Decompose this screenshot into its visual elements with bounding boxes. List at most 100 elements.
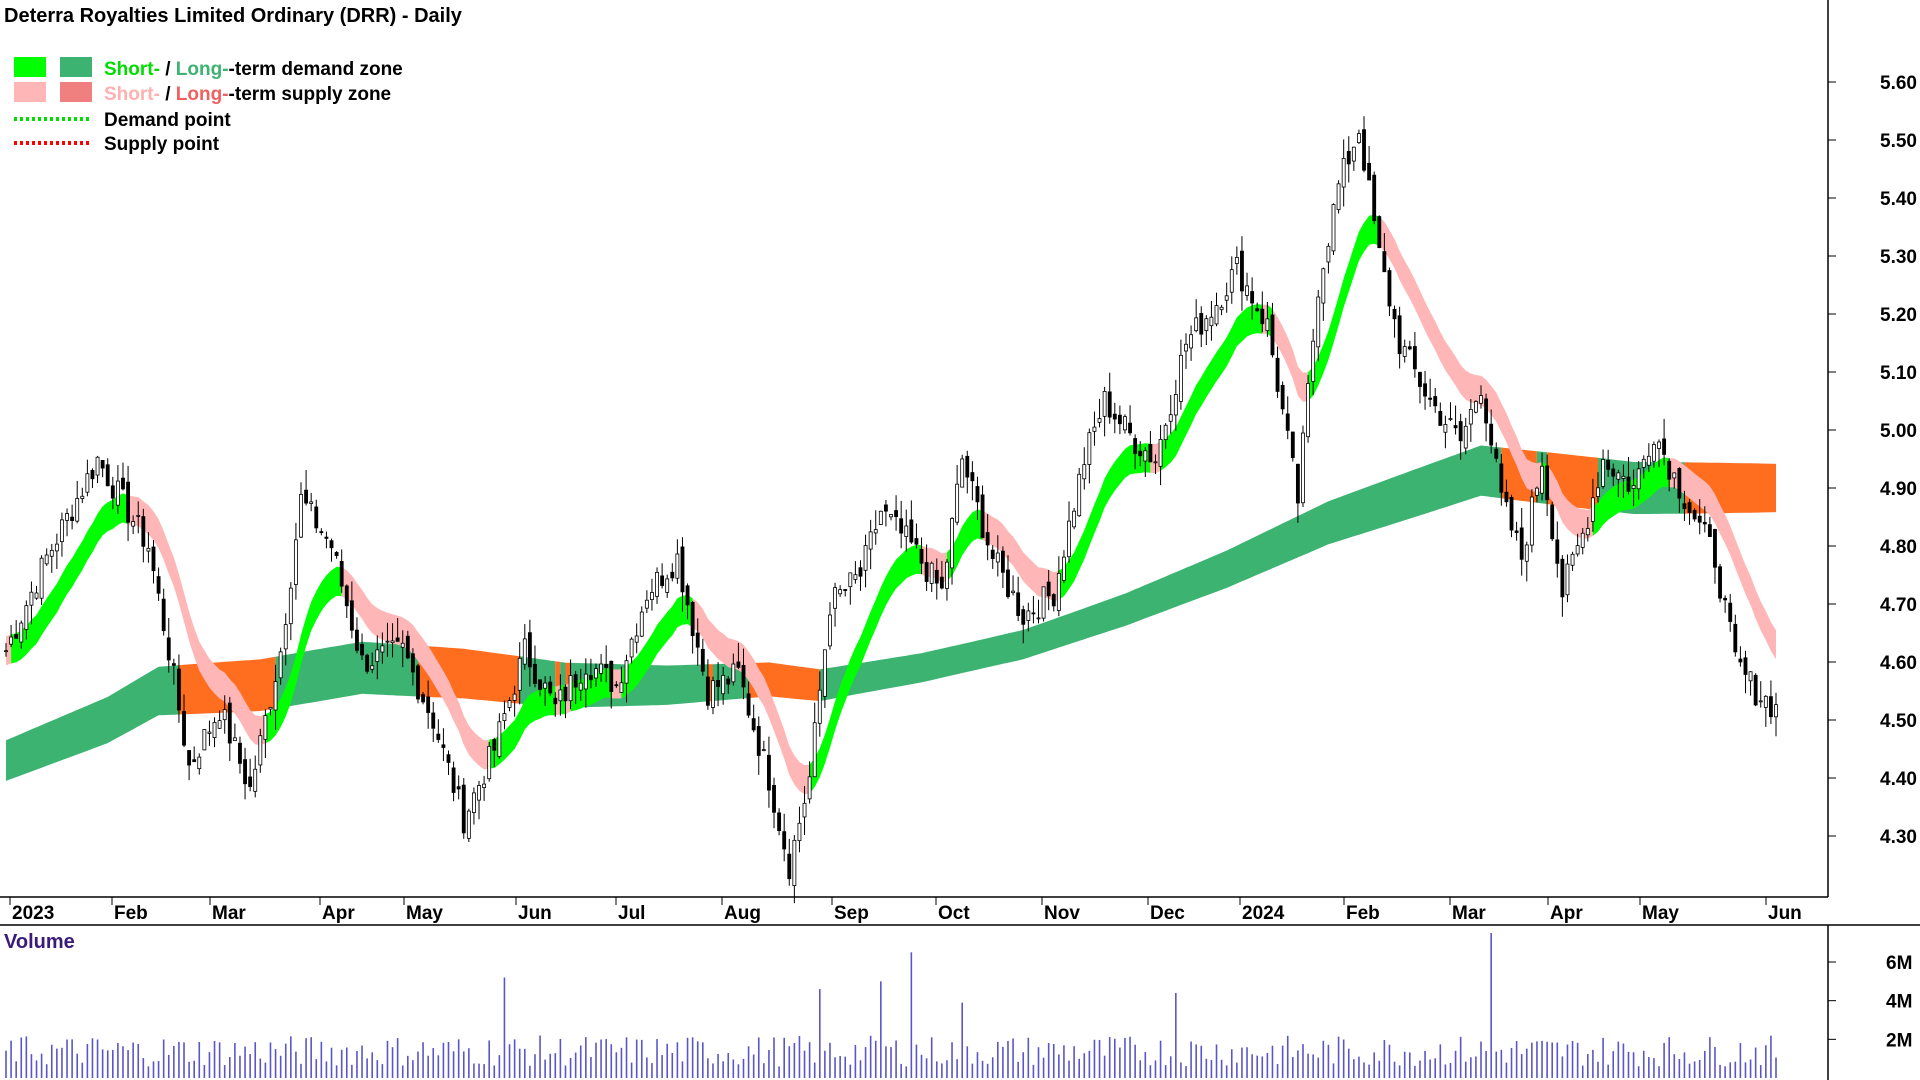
- candle: [1178, 339, 1183, 410]
- candle: [924, 544, 929, 591]
- candle: [54, 533, 59, 569]
- candle: [416, 663, 420, 704]
- candle: [1092, 411, 1097, 446]
- candle: [1204, 315, 1209, 346]
- svg-text:4.80: 4.80: [1880, 537, 1917, 558]
- candle: [527, 619, 532, 687]
- candle: [1168, 395, 1173, 434]
- candle: [227, 696, 232, 761]
- candle: [329, 538, 334, 562]
- candle: [1316, 289, 1321, 362]
- candle: [889, 514, 893, 521]
- svg-text:Apr: Apr: [1550, 903, 1583, 924]
- zone-bands: [6, 214, 1776, 795]
- candle: [1148, 430, 1153, 463]
- candle: [965, 450, 970, 494]
- volume-bars: [5, 933, 1777, 1078]
- candle: [665, 574, 670, 598]
- month-tick: Jul: [615, 897, 645, 924]
- candle: [1489, 409, 1494, 454]
- candle: [95, 455, 100, 484]
- candle: [19, 620, 24, 649]
- candle: [334, 551, 339, 559]
- candle: [375, 635, 380, 680]
- candle: [751, 704, 756, 733]
- candle: [395, 618, 400, 642]
- svg-text:Nov: Nov: [1044, 903, 1080, 924]
- candle: [746, 681, 751, 718]
- candle: [1031, 596, 1036, 624]
- candle: [141, 508, 146, 563]
- svg-text:5.00: 5.00: [1880, 421, 1917, 442]
- price-tick: 4.50: [1828, 711, 1917, 732]
- candle: [182, 694, 186, 748]
- candle: [558, 674, 563, 716]
- candle: [1535, 486, 1539, 503]
- legend-swatch-long-supply: [60, 82, 92, 102]
- svg-text:4M: 4M: [1886, 992, 1912, 1013]
- candle: [1372, 171, 1377, 225]
- candle: [1616, 469, 1621, 498]
- candle: [761, 740, 766, 752]
- candle: [1418, 371, 1422, 404]
- candle: [1484, 393, 1489, 442]
- short-term-zone-demand: [1160, 304, 1263, 471]
- candle: [1341, 139, 1346, 207]
- candle: [1443, 415, 1448, 449]
- candle: [960, 454, 965, 488]
- candle: [1357, 129, 1361, 145]
- short-term-zone-supply: [1547, 464, 1593, 539]
- candle: [945, 559, 949, 601]
- month-tick: Apr: [1547, 897, 1583, 924]
- candle: [634, 623, 639, 654]
- price-tick: 5.20: [1828, 305, 1917, 326]
- candle: [1245, 272, 1249, 301]
- candle: [65, 508, 69, 537]
- svg-text:5.40: 5.40: [1880, 189, 1917, 210]
- candle: [1138, 441, 1143, 467]
- svg-text:4.30: 4.30: [1880, 827, 1917, 848]
- candle: [34, 585, 39, 600]
- candle: [1524, 541, 1529, 582]
- candle: [1006, 555, 1010, 599]
- svg-text:Jun: Jun: [518, 903, 552, 924]
- candle: [166, 617, 171, 673]
- candle: [115, 465, 120, 514]
- candle: [121, 462, 125, 491]
- svg-text:4.60: 4.60: [1880, 653, 1917, 674]
- candle: [477, 780, 481, 820]
- candle: [273, 664, 278, 731]
- candle: [680, 537, 685, 612]
- month-tick: May: [403, 897, 443, 924]
- svg-text:Sep: Sep: [834, 903, 869, 924]
- svg-text:Feb: Feb: [1346, 903, 1380, 924]
- candle: [1545, 454, 1550, 517]
- candle: [822, 649, 827, 709]
- candle: [828, 602, 832, 650]
- candle: [1433, 387, 1438, 413]
- short-term-zone-supply: [1379, 216, 1542, 493]
- candle: [1387, 267, 1392, 317]
- candle: [1000, 546, 1005, 589]
- candle: [1713, 528, 1717, 584]
- candle: [736, 642, 741, 670]
- candle: [314, 499, 319, 533]
- candle: [100, 459, 105, 478]
- candle: [1275, 346, 1280, 398]
- candle: [90, 468, 95, 488]
- candle: [390, 623, 395, 658]
- candle: [726, 675, 731, 694]
- svg-text:Apr: Apr: [322, 903, 355, 924]
- legend-swatch-short-demand: [14, 57, 46, 77]
- candle: [1657, 439, 1661, 468]
- candle: [426, 680, 431, 729]
- candle: [563, 684, 568, 719]
- legend: Short- / Long--term demand zone Short- /…: [14, 57, 403, 155]
- chart-title: Deterra Royalties Limited Ordinary (DRR)…: [4, 5, 463, 27]
- candle: [1626, 456, 1631, 495]
- candle: [1041, 586, 1046, 622]
- candle: [1067, 501, 1071, 563]
- candle: [1473, 400, 1478, 414]
- candle: [1529, 489, 1534, 553]
- candle: [787, 838, 792, 886]
